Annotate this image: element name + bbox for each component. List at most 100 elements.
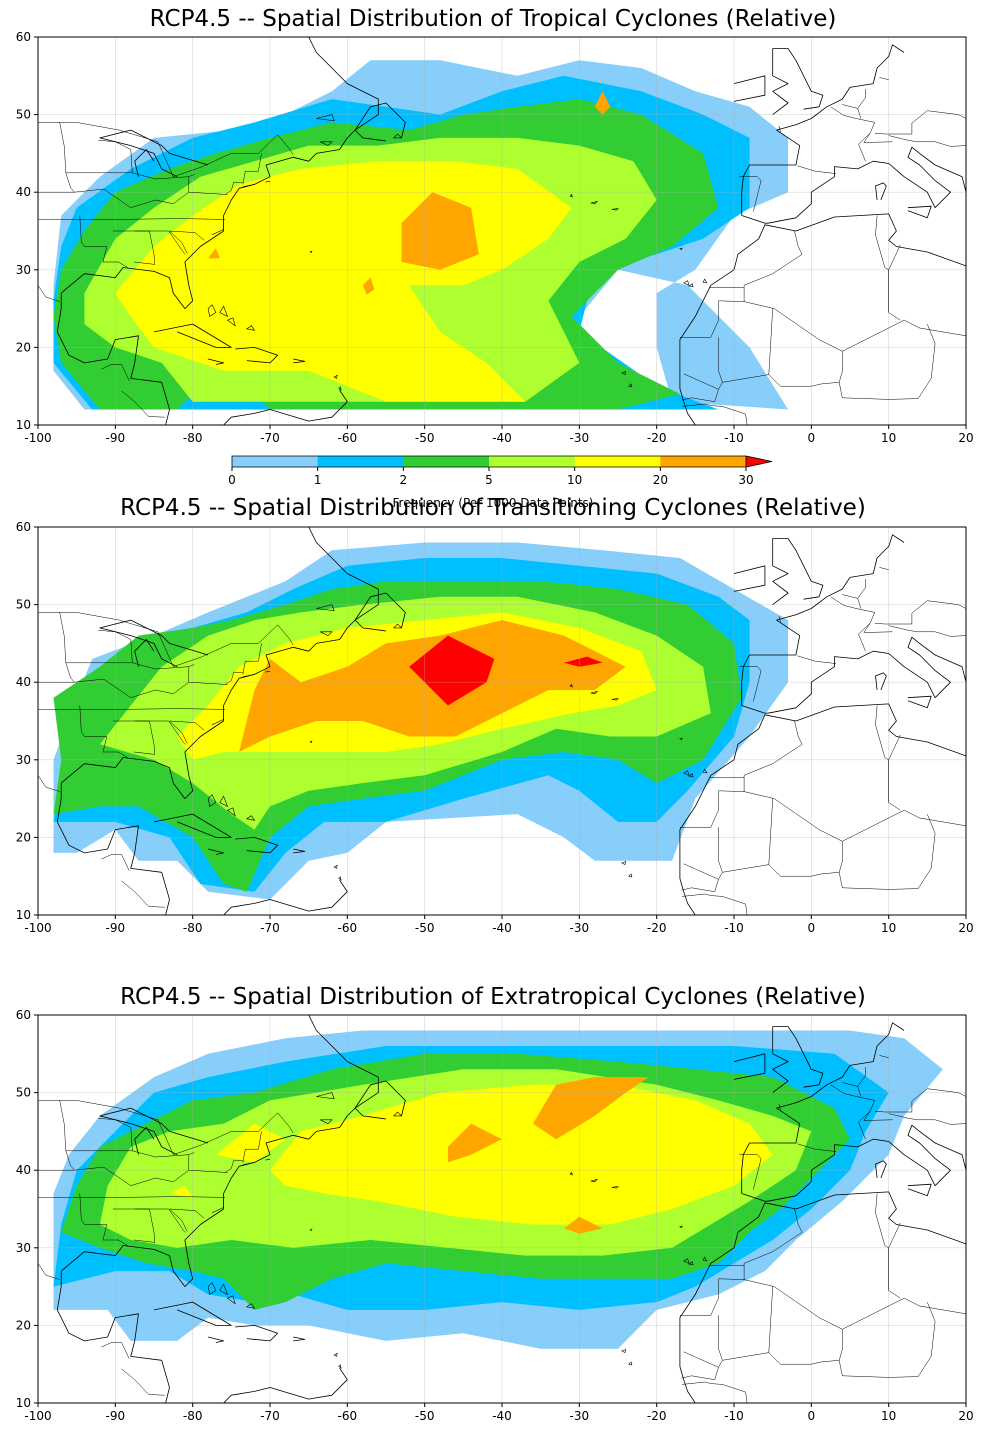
coastline — [99, 1107, 209, 1156]
country-border — [874, 600, 966, 625]
country-border — [874, 1088, 966, 1113]
island — [657, 6, 672, 10]
coastline — [153, 323, 232, 348]
colorbar-segment — [317, 456, 404, 467]
island — [309, 250, 313, 254]
country-border — [682, 893, 748, 915]
country-border — [857, 1067, 866, 1087]
country-border — [879, 77, 889, 80]
y-tick-label: 20 — [16, 830, 31, 844]
country-border — [681, 879, 719, 892]
island — [590, 1178, 599, 1183]
country-border — [59, 612, 75, 683]
country-border — [79, 1193, 128, 1246]
island — [219, 305, 229, 318]
country-border — [863, 1111, 893, 1121]
y-tick-label: 40 — [16, 185, 31, 199]
country-border — [79, 705, 128, 758]
x-tick-label: -90 — [106, 431, 126, 445]
colorbar-segment — [403, 456, 490, 467]
x-tick-label: -30 — [570, 1409, 590, 1423]
contour-level-30 — [409, 635, 495, 706]
island — [338, 876, 342, 881]
country-border — [38, 284, 60, 302]
island — [309, 1228, 313, 1232]
x-tick-label: -10 — [724, 431, 744, 445]
country-border — [888, 1222, 901, 1299]
coastline — [56, 783, 170, 915]
country-border — [830, 106, 876, 162]
coastline — [208, 848, 225, 855]
island — [590, 690, 599, 695]
map-layers — [38, 496, 966, 915]
island — [621, 1349, 627, 1354]
x-tick-label: -80 — [183, 921, 203, 935]
island — [320, 141, 333, 146]
x-tick-label: -70 — [260, 431, 280, 445]
colorbar-tick-label: 20 — [653, 473, 668, 487]
country-border — [722, 1286, 773, 1361]
y-tick-label: 40 — [16, 1163, 31, 1177]
coastline — [679, 388, 696, 425]
island — [211, 719, 224, 726]
map-plot-tropical: -100 -90 -80 -70 -60 -50 -40 -30 -20 -10 0 10 201020… — [16, 6, 974, 445]
country-border — [842, 594, 862, 609]
x-tick-label: -10 — [724, 921, 744, 935]
x-tick-label: -90 — [106, 921, 126, 935]
country-border — [879, 1055, 889, 1058]
country-border — [224, 1159, 243, 1173]
island — [683, 280, 690, 286]
coastline — [875, 182, 887, 201]
x-tick-label: -100 — [24, 431, 51, 445]
country-border — [242, 1131, 262, 1163]
island — [688, 283, 694, 288]
contour-level-20 — [563, 1216, 603, 1234]
island — [657, 496, 672, 500]
country-border — [168, 1208, 205, 1232]
country-border — [863, 623, 893, 633]
country-border — [857, 89, 866, 109]
y-tick-label: 20 — [16, 340, 31, 354]
x-tick-label: 10 — [881, 431, 896, 445]
country-border — [59, 1100, 75, 1171]
x-tick-label: -20 — [647, 431, 667, 445]
country-border — [768, 841, 843, 877]
island — [338, 386, 342, 391]
island — [679, 737, 683, 741]
island — [628, 383, 633, 388]
country-border — [38, 1100, 294, 1156]
coastline — [235, 346, 279, 364]
island — [679, 247, 683, 251]
island — [392, 1111, 403, 1117]
country-border — [59, 122, 75, 193]
country-border — [242, 643, 262, 675]
contour-level-10 — [270, 1084, 773, 1225]
country-border — [797, 1143, 837, 1152]
coastline — [875, 672, 887, 691]
colorbar-segment — [574, 456, 661, 467]
country-border — [857, 579, 866, 599]
island — [207, 304, 217, 317]
y-tick-label: 60 — [16, 520, 31, 534]
coastline — [293, 1336, 306, 1342]
country-border — [682, 1381, 748, 1403]
island — [320, 631, 333, 636]
coastline — [741, 1022, 905, 1194]
coastline — [134, 639, 155, 667]
island — [226, 1295, 236, 1305]
colorbar-scale: 0 1 2 5 10 20 30 — [228, 455, 773, 487]
x-tick-label: 10 — [881, 1409, 896, 1423]
country-border — [874, 110, 966, 135]
coastline — [60, 37, 379, 310]
x-tick-label: -20 — [647, 921, 667, 935]
coastline — [60, 1015, 379, 1288]
panel-transitioning: RCP4.5 -- Spatial Distribution of Transi… — [0, 490, 986, 940]
coastline — [741, 146, 966, 224]
x-tick-label: -60 — [338, 1409, 358, 1423]
coastline — [235, 1324, 279, 1342]
contour-level-20 — [594, 91, 611, 115]
colorbar-segment — [232, 456, 319, 467]
island — [628, 873, 633, 878]
coastline — [56, 293, 170, 425]
country-border — [79, 215, 128, 268]
